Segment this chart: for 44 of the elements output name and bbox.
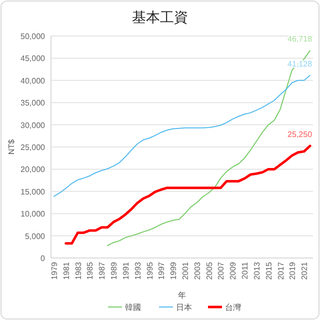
legend-label: 台灣 [225, 303, 241, 312]
y-tick-label: 45,000 [20, 54, 46, 64]
x-tick-label: 1999 [169, 261, 178, 280]
x-tick-label: 1979 [50, 261, 59, 280]
y-tick-label: 15,000 [20, 187, 46, 196]
x-tick-label: 1995 [145, 261, 154, 280]
x-tick-label: 2015 [264, 261, 274, 280]
x-tick-label: 2013 [252, 261, 262, 280]
x-tick-label: 1993 [133, 261, 142, 280]
legend-label: 韓國 [125, 303, 141, 312]
x-axis-title: 年 [178, 291, 186, 300]
chart-title: 基本工資 [132, 9, 188, 25]
x-tick-label: 2005 [204, 261, 214, 280]
y-tick-label: 30,000 [20, 120, 46, 130]
y-tick-label: 40,000 [20, 76, 46, 86]
x-tick-label: 2011 [240, 261, 250, 280]
x-tick-label: 2001 [180, 261, 190, 280]
y-tick-label: 25,000 [20, 143, 46, 152]
data-label: 25,250 [288, 130, 313, 139]
y-tick-label: 50,000 [20, 32, 46, 41]
data-label: 46,718 [288, 34, 313, 44]
x-tick-label: 1983 [74, 261, 83, 280]
line-series [53, 74, 311, 197]
legend-label: 日本 [176, 303, 192, 312]
y-tick-label: 10,000 [20, 210, 46, 219]
x-tick-label: 1981 [62, 261, 71, 280]
x-tick-label: 2017 [276, 261, 286, 280]
line-series [107, 50, 311, 246]
x-tick-label: 1997 [157, 261, 166, 280]
y-tick-label: 20,000 [20, 165, 46, 174]
x-tick-label: 2019 [288, 261, 298, 280]
x-tick-label: 2007 [216, 261, 226, 280]
x-tick-label: 2021 [300, 261, 310, 280]
x-tick-label: 1989 [110, 261, 119, 280]
line-series [64, 144, 312, 245]
x-tick-label: 1991 [121, 261, 130, 280]
y-tick-label: 0 [40, 254, 46, 263]
x-tick-label: 2003 [192, 261, 202, 280]
y-tick-label: 35,000 [20, 98, 46, 108]
y-axis-title: NT$ [7, 138, 16, 155]
x-tick-label: 2009 [228, 261, 238, 280]
y-tick-label: 5,000 [24, 232, 46, 241]
x-tick-label: 1985 [86, 261, 95, 280]
x-tick-label: 1987 [98, 261, 107, 280]
